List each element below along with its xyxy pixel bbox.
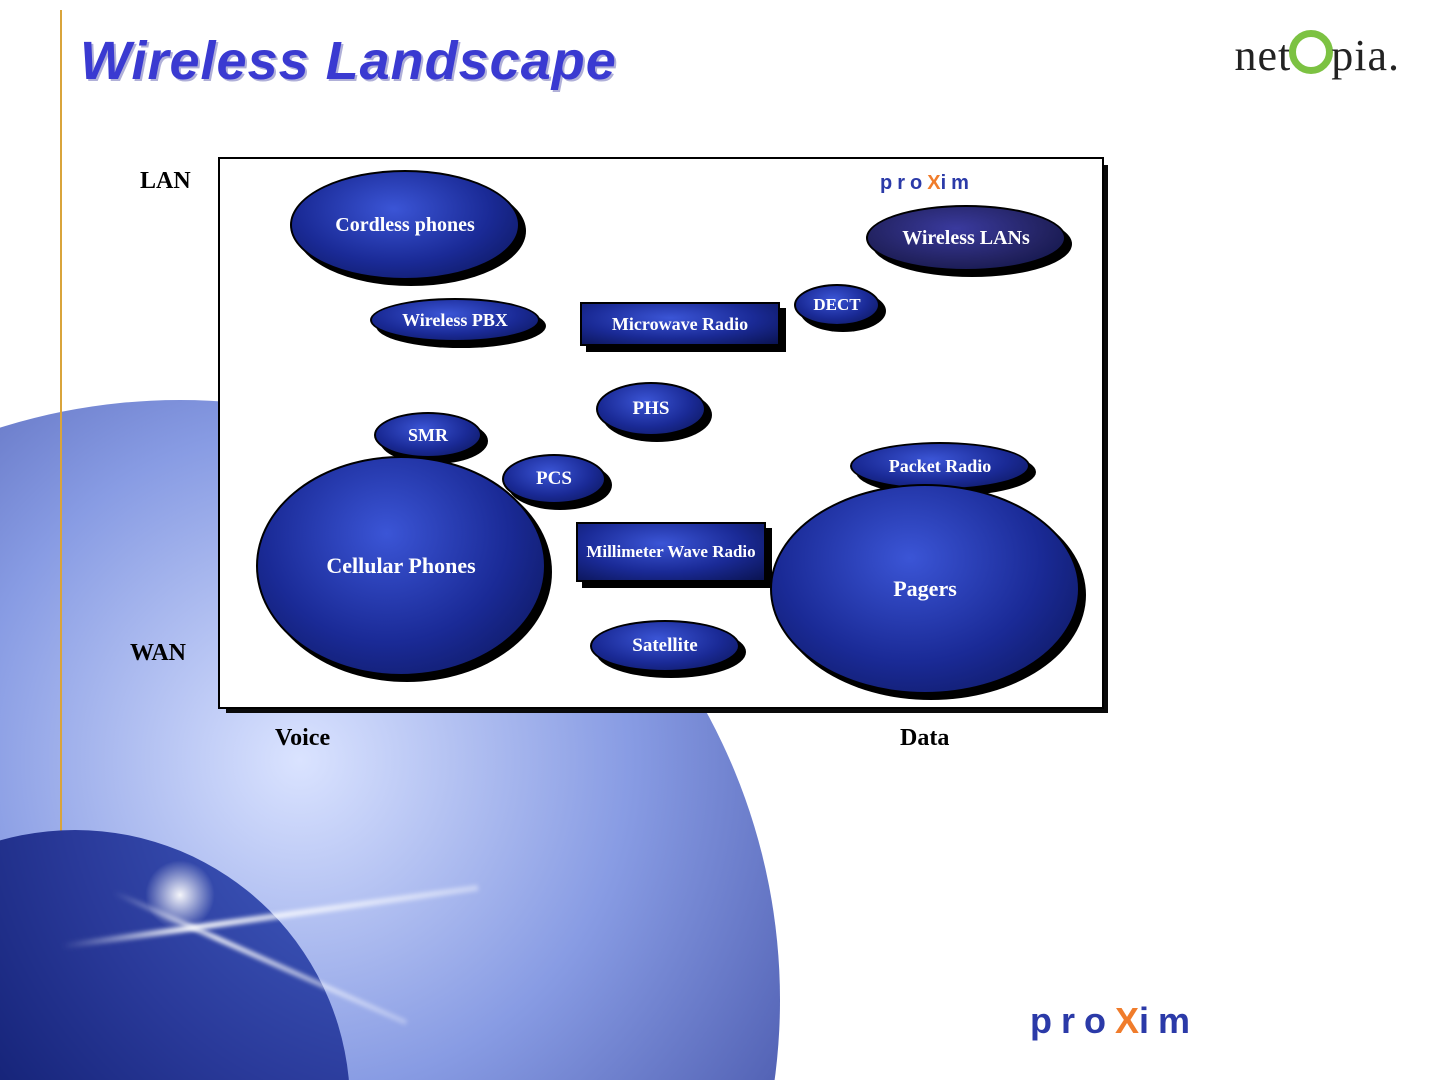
node-pagers: Pagers [770,484,1080,694]
proxim-logo-small: proXim [880,172,974,195]
node-cellular-phones: Cellular Phones [256,456,546,676]
node-wireless-lans: Wireless LANs [866,205,1066,271]
node-microwave-radio: Microwave Radio [580,302,780,346]
proxim-large-pre: pro [1030,1000,1115,1041]
axis-label-data: Data [900,725,949,752]
node-mm-wave-radio: Millimeter Wave Radio [576,522,766,582]
proxim-small-tail: im [941,172,974,194]
netopia-ring-icon [1289,30,1333,74]
proxim-logo-large: proXim [1030,1000,1199,1042]
proxim-small-pre: pro [880,172,927,194]
flare-core [145,860,215,930]
proxim-small-x-icon: X [927,172,940,194]
left-rule [60,10,62,960]
slide: Wireless Landscape net pia. LAN WAN Voice… [0,0,1440,1080]
proxim-large-x-icon: X [1115,1000,1139,1041]
node-wireless-pbx: Wireless PBX [370,298,540,342]
node-phs: PHS [596,382,706,436]
netopia-text-after: pia. [1331,31,1400,80]
axis-label-lan: LAN [140,168,191,195]
node-dect: DECT [794,284,880,326]
node-cordless-phones: Cordless phones [290,170,520,280]
node-packet-radio: Packet Radio [850,442,1030,490]
slide-title: Wireless Landscape [80,30,617,92]
netopia-logo: net pia. [1234,30,1400,81]
proxim-large-tail: im [1139,1000,1199,1041]
netopia-text-before: net [1234,31,1291,80]
node-smr: SMR [374,412,482,458]
axis-label-voice: Voice [275,725,330,752]
node-satellite: Satellite [590,620,740,672]
axis-label-wan: WAN [130,640,186,667]
node-pcs: PCS [502,454,606,504]
